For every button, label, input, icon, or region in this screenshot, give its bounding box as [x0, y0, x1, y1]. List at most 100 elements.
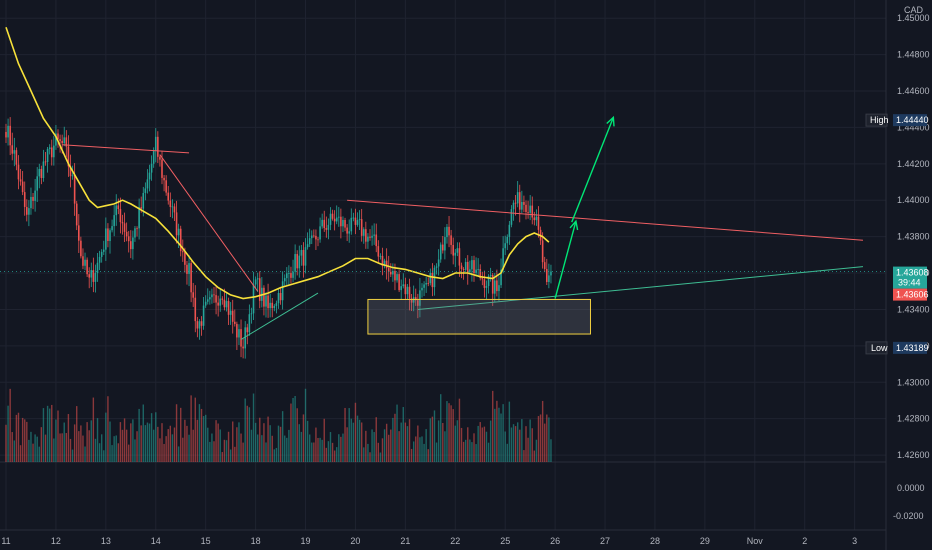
- candle-body[interactable]: [42, 161, 45, 178]
- candle-body[interactable]: [462, 269, 465, 270]
- candle-body[interactable]: [313, 235, 315, 237]
- candle-body[interactable]: [381, 255, 384, 267]
- candle-body[interactable]: [125, 231, 128, 237]
- candle-body[interactable]: [296, 254, 298, 269]
- candle-body[interactable]: [398, 274, 400, 291]
- candle-body[interactable]: [161, 159, 163, 178]
- candle-body[interactable]: [315, 235, 317, 240]
- candle-body[interactable]: [479, 269, 482, 279]
- candle-body[interactable]: [102, 249, 105, 252]
- candle-body[interactable]: [152, 150, 155, 164]
- candle-body[interactable]: [244, 327, 246, 349]
- candle-body[interactable]: [26, 206, 28, 215]
- candle-body[interactable]: [494, 280, 496, 294]
- candle-body[interactable]: [71, 175, 74, 177]
- candle-body[interactable]: [277, 292, 280, 304]
- candle-body[interactable]: [202, 305, 205, 326]
- candle-body[interactable]: [477, 269, 479, 270]
- candle-body[interactable]: [390, 271, 392, 275]
- candle-body[interactable]: [9, 125, 11, 146]
- candle-body[interactable]: [67, 146, 70, 167]
- candle-body[interactable]: [498, 285, 500, 292]
- candle-body[interactable]: [11, 145, 14, 154]
- candle-body[interactable]: [115, 205, 118, 216]
- candle-body[interactable]: [417, 300, 419, 306]
- candle-body[interactable]: [444, 237, 446, 251]
- candle-body[interactable]: [269, 302, 271, 309]
- candle-body[interactable]: [302, 250, 305, 266]
- candle-body[interactable]: [548, 275, 550, 282]
- candle-body[interactable]: [109, 230, 111, 242]
- candle-body[interactable]: [196, 321, 199, 329]
- candle-body[interactable]: [319, 226, 321, 240]
- candle-body[interactable]: [234, 321, 236, 324]
- candle-body[interactable]: [7, 125, 9, 138]
- candle-body[interactable]: [446, 226, 448, 238]
- candle-body[interactable]: [338, 216, 340, 218]
- candle-body[interactable]: [206, 299, 209, 302]
- candle-body[interactable]: [483, 279, 486, 288]
- candle-body[interactable]: [227, 301, 230, 315]
- candle-body[interactable]: [292, 271, 294, 278]
- candle-body[interactable]: [491, 274, 494, 294]
- candle-body[interactable]: [521, 201, 523, 210]
- candle-body[interactable]: [356, 220, 359, 225]
- candle-body[interactable]: [323, 219, 326, 229]
- candle-body[interactable]: [204, 301, 207, 306]
- candle-body[interactable]: [13, 150, 16, 154]
- candle-body[interactable]: [5, 131, 7, 138]
- support-trendline[interactable]: [417, 266, 864, 310]
- candle-body[interactable]: [410, 298, 413, 303]
- candle-body[interactable]: [250, 313, 253, 315]
- candle-body[interactable]: [30, 196, 32, 209]
- candle-body[interactable]: [506, 236, 509, 244]
- candle-body[interactable]: [508, 224, 511, 237]
- candle-body[interactable]: [46, 148, 49, 162]
- candle-body[interactable]: [263, 287, 265, 307]
- candle-body[interactable]: [80, 240, 82, 257]
- candle-body[interactable]: [500, 269, 502, 286]
- candle-body[interactable]: [304, 247, 307, 266]
- candle-body[interactable]: [454, 252, 457, 256]
- candle-body[interactable]: [300, 250, 303, 256]
- candle-body[interactable]: [154, 136, 157, 151]
- candle-body[interactable]: [267, 295, 269, 309]
- candle-body[interactable]: [452, 244, 454, 256]
- candle-body[interactable]: [209, 297, 211, 300]
- candle-body[interactable]: [107, 228, 109, 242]
- candle-body[interactable]: [485, 286, 488, 288]
- candle-body[interactable]: [458, 248, 461, 266]
- candle-body[interactable]: [225, 301, 228, 308]
- candle-body[interactable]: [184, 252, 186, 265]
- candle-body[interactable]: [514, 202, 517, 204]
- candle-body[interactable]: [360, 219, 363, 236]
- candle-body[interactable]: [246, 327, 249, 333]
- candle-body[interactable]: [94, 273, 97, 282]
- candle-body[interactable]: [496, 280, 498, 292]
- candle-body[interactable]: [529, 205, 531, 213]
- candle-body[interactable]: [105, 228, 107, 250]
- candle-body[interactable]: [342, 219, 344, 227]
- candle-body[interactable]: [69, 166, 72, 177]
- candle-body[interactable]: [217, 302, 219, 306]
- candle-body[interactable]: [340, 216, 342, 227]
- candle-body[interactable]: [439, 244, 442, 260]
- candle-body[interactable]: [535, 216, 538, 221]
- candle-body[interactable]: [182, 251, 184, 253]
- candle-body[interactable]: [294, 254, 296, 272]
- candle-body[interactable]: [327, 224, 330, 230]
- candle-body[interactable]: [100, 251, 103, 257]
- candle-body[interactable]: [437, 259, 440, 267]
- candle-body[interactable]: [335, 217, 338, 222]
- candle-body[interactable]: [421, 287, 423, 291]
- candle-body[interactable]: [435, 266, 438, 268]
- candle-body[interactable]: [159, 156, 161, 160]
- candle-body[interactable]: [466, 261, 469, 273]
- candle-body[interactable]: [288, 273, 290, 274]
- candle-body[interactable]: [256, 278, 259, 280]
- candle-body[interactable]: [34, 190, 36, 201]
- candle-body[interactable]: [348, 231, 350, 234]
- candle-body[interactable]: [281, 281, 284, 301]
- candle-body[interactable]: [90, 270, 93, 278]
- candle-body[interactable]: [456, 248, 459, 253]
